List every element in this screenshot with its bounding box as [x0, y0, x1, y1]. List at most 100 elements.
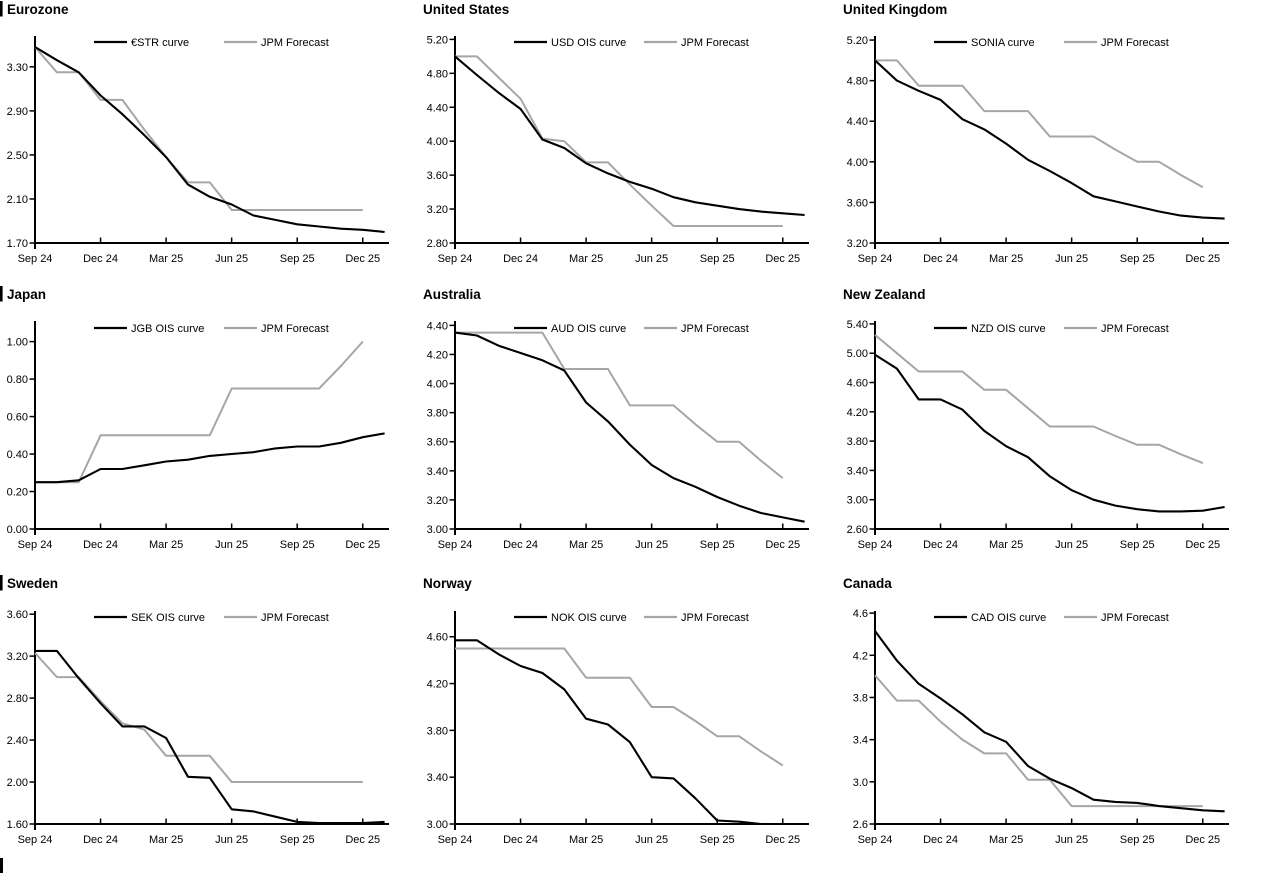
x-tick-label: Jun 25 — [1055, 539, 1088, 551]
x-tick-label: Mar 25 — [989, 539, 1023, 551]
y-tick-label: 4.00 — [847, 157, 868, 169]
y-tick-label: 4.20 — [427, 349, 448, 361]
x-tick-label: Dec 24 — [503, 253, 538, 265]
x-tick-label: Sep 25 — [280, 834, 315, 846]
legend-label-forecast: JPM Forecast — [1101, 37, 1169, 49]
series-line-forecast — [874, 334, 1204, 465]
legend-label-main: JGB OIS curve — [131, 323, 204, 335]
series-line-main — [874, 353, 1225, 513]
chart-cell-new-zealand: New Zealand 5.40 5.00 4.60 4.20 3.80 3.40 3.00 2… — [840, 285, 1264, 570]
y-tick-label: 3.60 — [847, 197, 868, 209]
y-tick-label: 3.20 — [7, 651, 28, 663]
chart-svg: Norway 4.60 4.20 3.80 3.40 3.00 Sep 24 Dec 24 Ma… — [423, 576, 809, 846]
y-tick-label: 2.90 — [7, 106, 28, 118]
x-tick-label: Sep 25 — [700, 834, 735, 846]
y-tick-label: 0.40 — [7, 449, 28, 461]
chart-cell-sweden: Sweden 3.60 3.20 2.80 2.40 2.00 1.60 Sep 24 Dec … — [0, 570, 420, 873]
y-tick-label: 4.40 — [427, 102, 448, 114]
y-tick-label: 3.80 — [847, 436, 868, 448]
x-tick-label: Dec 25 — [1185, 253, 1220, 265]
x-tick-label: Dec 24 — [503, 834, 538, 846]
x-tick-label: Dec 25 — [765, 834, 800, 846]
legend-label-main: €STR curve — [131, 37, 189, 49]
series-line-forecast — [875, 59, 1204, 189]
chart-title: Sweden — [7, 576, 58, 591]
x-tick-label: Mar 25 — [149, 253, 183, 265]
y-tick-label: 3.60 — [427, 437, 448, 449]
x-tick-label: Sep 25 — [1120, 539, 1155, 551]
legend-label-forecast: JPM Forecast — [261, 323, 329, 335]
legend-label-main: CAD OIS curve — [971, 612, 1046, 624]
x-tick-label: Dec 25 — [765, 539, 800, 551]
x-tick-label: Sep 24 — [18, 253, 53, 265]
x-tick-label: Sep 24 — [438, 253, 473, 265]
x-tick-label: Mar 25 — [569, 539, 603, 551]
y-tick-label: 3.20 — [427, 495, 448, 507]
y-tick-label: 0.00 — [7, 524, 28, 536]
y-tick-label: 4.2 — [853, 650, 868, 662]
series-line-main — [874, 630, 1225, 813]
legend-label-main: SEK OIS curve — [131, 612, 205, 624]
y-tick-label: 3.00 — [847, 495, 868, 507]
y-tick-label: 1.70 — [7, 238, 28, 250]
x-tick-label: Sep 24 — [18, 539, 53, 551]
legend-label-forecast: JPM Forecast — [261, 612, 329, 624]
y-tick-label: 5.20 — [427, 34, 448, 46]
x-tick-label: Jun 25 — [635, 539, 668, 551]
y-tick-label: 0.60 — [7, 412, 28, 424]
y-tick-label: 3.20 — [847, 238, 868, 250]
y-tick-label: 3.8 — [853, 692, 868, 704]
chart-cell-eurozone: Eurozone 3.30 2.90 2.50 2.10 1.70 Sep 24 Dec 24… — [0, 0, 420, 285]
chart-title: Canada — [843, 576, 892, 591]
y-tick-label: 3.30 — [7, 62, 28, 74]
series-line-forecast — [34, 652, 363, 783]
legend-label-main: AUD OIS curve — [551, 323, 626, 335]
y-tick-label: 4.20 — [427, 679, 448, 691]
chart-title: Eurozone — [7, 2, 69, 17]
chart-svg: United Kingdom 5.20 4.80 4.40 4.00 3.60 3.20 Se… — [843, 2, 1229, 265]
series-line-main — [874, 59, 1225, 220]
x-tick-label: Sep 24 — [18, 834, 53, 846]
y-tick-label: 3.0 — [853, 777, 868, 789]
chart-cell-japan: Japan 1.00 0.80 0.60 0.40 0.20 0.00 Sep 24 Dec 2… — [0, 285, 420, 570]
chart-title: Australia — [423, 287, 481, 302]
y-tick-label: 2.00 — [7, 777, 28, 789]
y-tick-label: 4.80 — [847, 76, 868, 88]
y-tick-label: 4.20 — [847, 407, 868, 419]
series-line-forecast — [35, 340, 364, 484]
chart-svg: Japan 1.00 0.80 0.60 0.40 0.20 0.00 Sep 24 Dec 2… — [0, 286, 389, 551]
y-tick-label: 5.00 — [847, 348, 868, 360]
chart-title: Norway — [423, 576, 472, 591]
chart-cell-norway: Norway 4.60 4.20 3.80 3.40 3.00 Sep 24 Dec 24 Ma… — [420, 570, 840, 873]
chart-title: New Zealand — [843, 287, 926, 302]
x-tick-label: Dec 24 — [923, 834, 958, 846]
x-tick-label: Mar 25 — [149, 834, 183, 846]
x-tick-label: Dec 24 — [83, 539, 118, 551]
series-line-forecast — [455, 647, 784, 767]
title-bar-marker — [0, 1, 3, 17]
y-tick-label: 2.40 — [7, 735, 28, 747]
x-tick-label: Dec 24 — [923, 539, 958, 551]
chart-cell-united-states: United States 5.20 4.80 4.40 4.00 3.60 3.20 2.8… — [420, 0, 840, 285]
x-tick-label: Sep 24 — [858, 539, 893, 551]
x-tick-label: Jun 25 — [1055, 834, 1088, 846]
y-tick-label: 2.50 — [7, 150, 28, 162]
y-tick-label: 4.40 — [427, 320, 448, 332]
y-tick-label: 4.60 — [427, 632, 448, 644]
x-tick-label: Dec 25 — [1185, 834, 1220, 846]
x-tick-label: Sep 24 — [858, 253, 893, 265]
y-tick-label: 4.80 — [427, 68, 448, 80]
legend-label-main: SONIA curve — [971, 37, 1035, 49]
y-tick-label: 3.40 — [427, 466, 448, 478]
y-tick-label: 5.40 — [847, 319, 868, 331]
y-tick-label: 4.60 — [847, 378, 868, 390]
legend-label-main: NZD OIS curve — [971, 323, 1046, 335]
y-tick-label: 3.40 — [427, 772, 448, 784]
y-tick-label: 2.60 — [847, 524, 868, 536]
series-line-main — [454, 55, 805, 217]
series-line-forecast — [34, 46, 363, 211]
x-tick-label: Dec 25 — [345, 539, 380, 551]
legend-label-main: NOK OIS curve — [551, 612, 627, 624]
y-tick-label: 0.20 — [7, 487, 28, 499]
